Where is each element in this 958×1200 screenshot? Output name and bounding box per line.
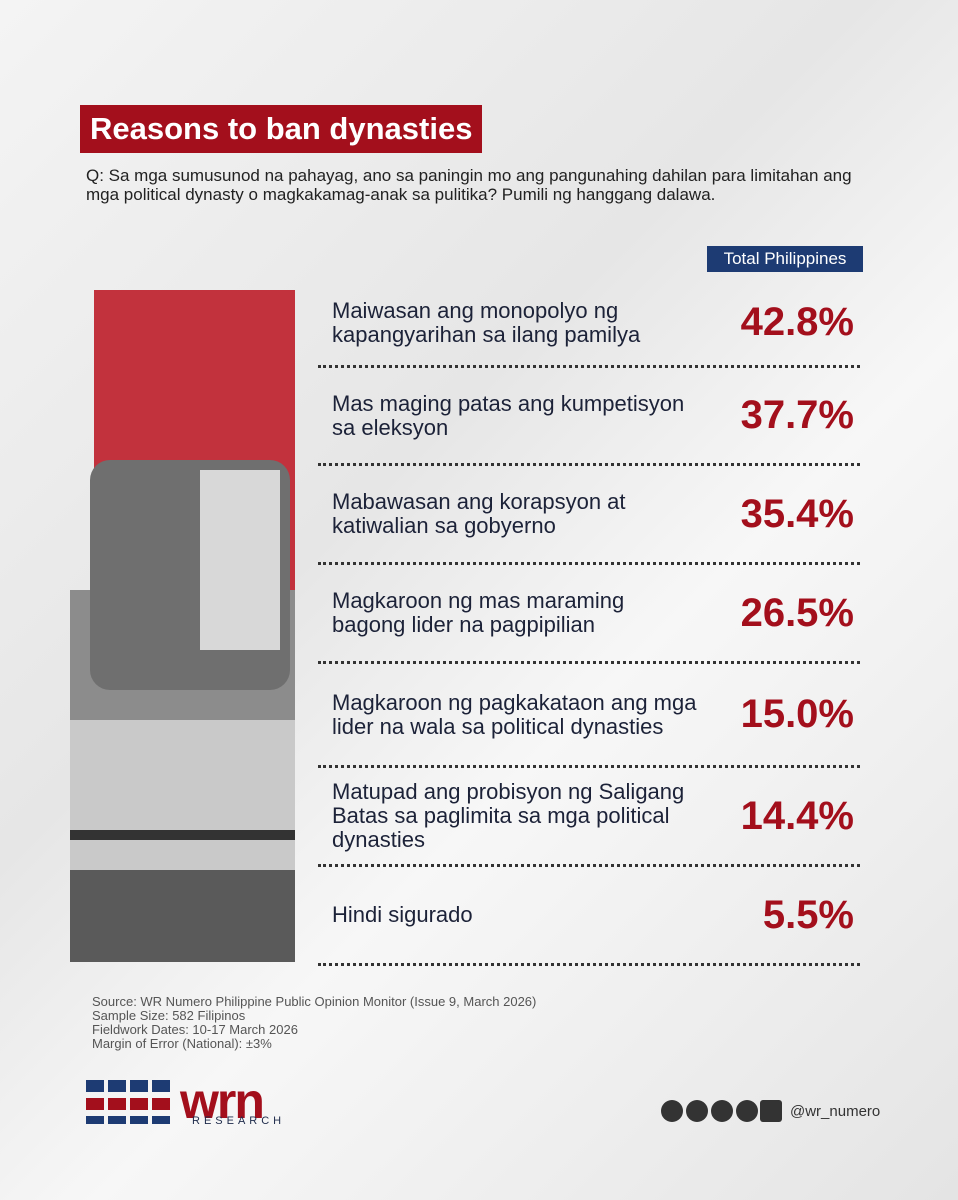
row-label: Hindi sigurado [332,902,473,927]
title: Reasons to ban dynasties [80,105,483,153]
row-label: Matupad ang probisyon ng Saligang Batas … [332,779,685,852]
question: Q: Sa mga sumusunod na pahayag, ano sa p… [86,166,852,204]
handle: @wr_numero [790,1103,881,1120]
row-label: Magkaroon ng mas maraming bagong lider n… [332,588,625,637]
row: Matupad ang probisyon ng Saligang Batas … [318,768,860,867]
row-label: Mabawasan ang korapsyon at katiwalian sa… [332,489,626,538]
row-value: 42.8% [740,300,854,344]
row: Magkaroon ng mas maraming bagong lider n… [318,565,860,664]
row-value: 15.0% [740,692,854,736]
source-line: Source: WR Numero Philippine Public Opin… [92,994,537,1009]
logo: wrn [180,1073,265,1129]
row-label: Magkaroon ng pagkakataon ang mga lider n… [332,689,697,739]
row-value: 37.7% [740,393,854,437]
rows: Maiwasan ang monopolyo ng kapangyarihan … [318,280,860,966]
source-line: Fieldwork Dates: 10-17 March 2026 [92,1022,298,1037]
row: Maiwasan ang monopolyo ng kapangyarihan … [318,280,860,368]
row-value: 26.5% [740,590,854,635]
source: Source: WR Numero Philippine Public Opin… [92,995,536,1051]
row: Magkaroon ng pagkakataon ang mga lider n… [318,664,860,768]
row-label: Mas maging patas ang kumpetisyon sa elek… [332,390,685,440]
row-label: Maiwasan ang monopolyo ng kapangyarihan … [332,297,641,347]
column-header: Total Philippines [707,246,863,272]
source-line: Sample Size: 582 Filipinos [92,1008,246,1023]
row: Mabawasan ang korapsyon at katiwalian sa… [318,466,860,565]
row: Mas maging patas ang kumpetisyon sa elek… [318,368,860,466]
row-value: 5.5% [762,892,854,937]
row-value: 14.4% [740,793,854,838]
source-line: Margin of Error (National): ±3% [92,1036,272,1051]
row: Hindi sigurado 5.5% [318,867,860,966]
row-value: 35.4% [740,491,854,536]
logo-sub: RESEARCH [192,1115,286,1127]
